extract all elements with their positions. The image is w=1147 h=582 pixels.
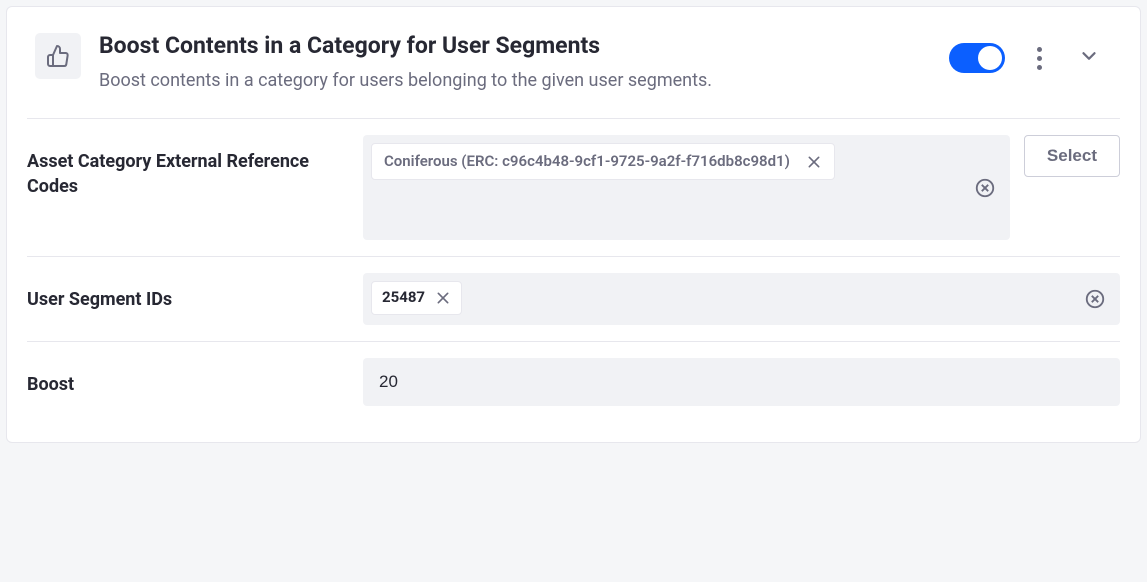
asset-category-tag: Coniferous (ERC: c96c4b48-9cf1-9725-9a2f… [371,143,835,181]
boost-content [363,358,1120,406]
enable-toggle[interactable] [949,43,1005,73]
card-header: Boost Contents in a Category for User Se… [7,7,1140,118]
header-text: Boost Contents in a Category for User Se… [99,31,931,94]
boost-row: Boost [7,342,1140,422]
user-segments-tag-well[interactable]: 25487 [363,273,1120,325]
collapse-chevron-icon[interactable] [1074,41,1104,75]
user-segment-tag: 25487 [371,281,462,315]
user-segments-content: 25487 [363,273,1120,325]
toggle-knob [978,46,1002,70]
tag-label: Coniferous (ERC: c96c4b48-9cf1-9725-9a2f… [384,152,790,172]
header-controls [949,31,1112,75]
clear-all-icon[interactable] [1084,288,1112,310]
remove-tag-icon[interactable] [435,290,451,306]
asset-category-content: Coniferous (ERC: c96c4b48-9cf1-9725-9a2f… [363,135,1120,241]
user-segments-label: User Segment IDs [27,273,347,312]
boost-label: Boost [27,358,347,397]
boost-input[interactable] [363,358,1120,406]
search-clause-card: Boost Contents in a Category for User Se… [6,6,1141,443]
select-button[interactable]: Select [1024,135,1120,177]
card-title: Boost Contents in a Category for User Se… [99,31,931,61]
remove-tag-icon[interactable] [806,154,822,170]
clear-all-icon[interactable] [974,177,996,199]
more-menu-icon[interactable] [1033,43,1046,74]
card-subtitle: Boost contents in a category for users b… [99,67,819,94]
user-segments-row: User Segment IDs 25487 [7,257,1140,341]
asset-category-tag-well[interactable]: Coniferous (ERC: c96c4b48-9cf1-9725-9a2f… [363,135,1010,241]
asset-category-row: Asset Category External Reference Codes … [7,119,1140,257]
tag-label: 25487 [382,288,425,308]
asset-category-label: Asset Category External Reference Codes [27,135,347,199]
thumbs-up-icon [35,33,81,79]
